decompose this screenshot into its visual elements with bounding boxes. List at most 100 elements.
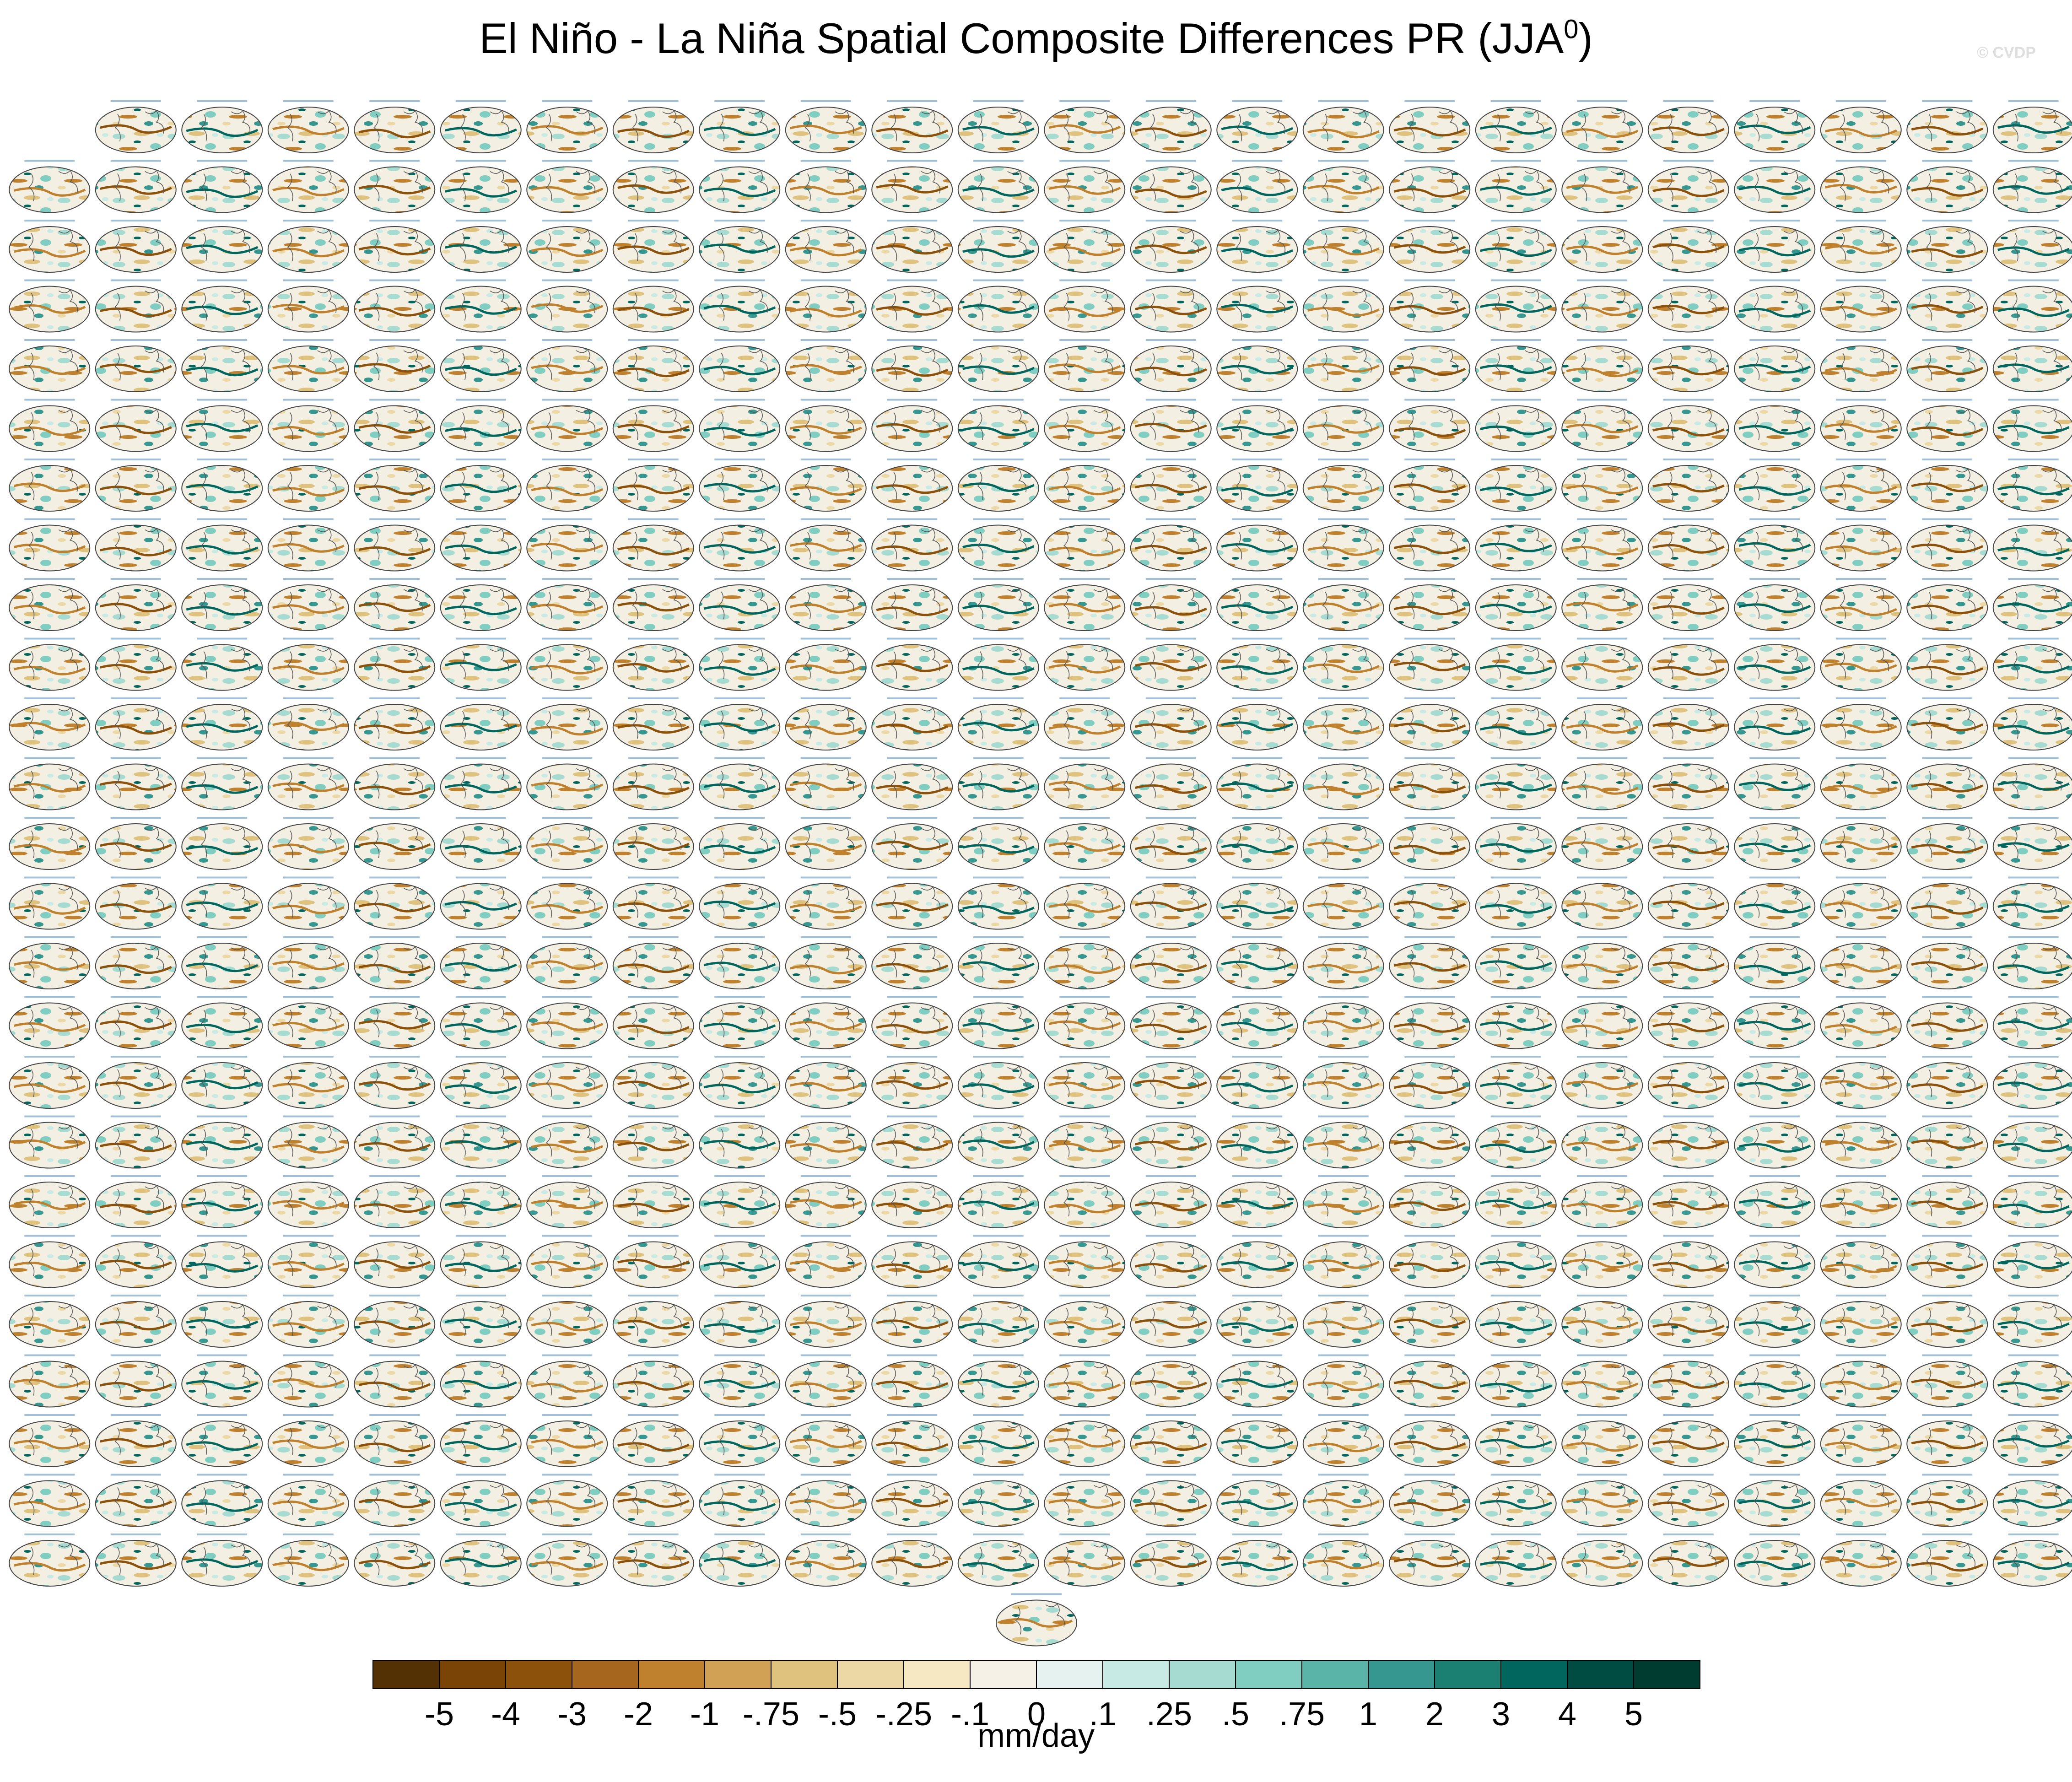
- map-panel: [1302, 876, 1384, 930]
- map-panel: [1906, 1295, 1988, 1348]
- map-panel: [1992, 637, 2072, 691]
- map-panel: [612, 100, 694, 153]
- map-panel: [785, 1175, 867, 1228]
- map-panel: [1302, 1175, 1384, 1228]
- map-panel: [95, 697, 177, 751]
- colorbar-box: [1036, 1660, 1103, 1689]
- colorbar-tick-label: -.5: [818, 1696, 857, 1733]
- map-panel: [785, 518, 867, 572]
- map-panel: [354, 518, 436, 572]
- map-panel: [1216, 1474, 1298, 1527]
- map-panel: [871, 876, 953, 930]
- map-panel: [1820, 100, 1902, 153]
- map-panel: [1216, 876, 1298, 930]
- map-panel: [1647, 220, 1729, 273]
- map-panel: [181, 1474, 263, 1527]
- map-panel: [354, 1056, 436, 1109]
- map-panel: [1992, 1534, 2072, 1587]
- map-panel: [1044, 757, 1126, 810]
- map-panel: [1302, 518, 1384, 572]
- map-panel: [1302, 459, 1384, 512]
- map-panel: [1734, 697, 1816, 751]
- map-panel: [1389, 817, 1471, 870]
- map-panel: [95, 1534, 177, 1587]
- map-panel: [785, 757, 867, 810]
- map-panel: [1906, 1354, 1988, 1408]
- map-panel: [95, 399, 177, 452]
- map-panel: [1561, 876, 1643, 930]
- map-panel: [1130, 459, 1212, 512]
- map-panel: [1216, 100, 1298, 153]
- map-panel: [1906, 100, 1988, 153]
- map-panel: [1734, 100, 1816, 153]
- map-panel: [612, 399, 694, 452]
- colorbar-box: [837, 1660, 904, 1689]
- map-panel: [1389, 637, 1471, 691]
- map-panel: [871, 1115, 953, 1169]
- map-panel: [354, 1414, 436, 1467]
- map-panel: [440, 1474, 522, 1527]
- map-panel: [1216, 459, 1298, 512]
- map-panel: [1647, 1235, 1729, 1288]
- map-panel: [1130, 1414, 1212, 1467]
- map-panel: [1130, 876, 1212, 930]
- map-panel: [785, 817, 867, 870]
- map-panel: [1044, 1295, 1126, 1348]
- map-panel: [267, 518, 349, 572]
- map-panel: [1647, 996, 1729, 1049]
- map-panel: [1992, 1175, 2072, 1228]
- map-panel: [1302, 1354, 1384, 1408]
- map-panel: [95, 1414, 177, 1467]
- map-panel: [1216, 160, 1298, 213]
- map-panel: [526, 1474, 608, 1527]
- map-panel: [95, 1295, 177, 1348]
- map-panel: [1130, 817, 1212, 870]
- map-panel: [1216, 518, 1298, 572]
- map-panel: [1820, 936, 1902, 989]
- map-panel: [95, 1474, 177, 1527]
- map-panel: [1130, 1056, 1212, 1109]
- map-panel: [1561, 279, 1643, 333]
- map-panel: [1820, 518, 1902, 572]
- map-panel: [1130, 220, 1212, 273]
- map-panel: [871, 279, 953, 333]
- map-panel: [9, 1115, 91, 1169]
- map-panel: [267, 1235, 349, 1288]
- map-panel: [526, 518, 608, 572]
- map-panel: [1820, 1474, 1902, 1527]
- map-panel: [1906, 1056, 1988, 1109]
- map-panel: [1906, 518, 1988, 572]
- map-panel: [440, 1414, 522, 1467]
- map-panel: [1820, 697, 1902, 751]
- map-panel: [699, 1414, 781, 1467]
- map-panel: [1561, 578, 1643, 631]
- map-panel: [612, 996, 694, 1049]
- map-panel: [9, 160, 91, 213]
- map-panel: [1647, 279, 1729, 333]
- map-panel: [1216, 817, 1298, 870]
- map-panel: [1130, 160, 1212, 213]
- map-panel: [1302, 220, 1384, 273]
- map-panel: [1647, 339, 1729, 392]
- map-panel: [1906, 637, 1988, 691]
- map-panel: [9, 1175, 91, 1228]
- map-panel: [1734, 339, 1816, 392]
- map-panel: [1044, 1534, 1126, 1587]
- map-panel: [1216, 936, 1298, 989]
- map-panel: [1906, 1235, 1988, 1288]
- map-panel: [354, 1474, 436, 1527]
- map-panel: [1216, 1414, 1298, 1467]
- map-panel: [440, 637, 522, 691]
- map-panel: [526, 817, 608, 870]
- map-panel: [1906, 160, 1988, 213]
- map-panel: [1561, 220, 1643, 273]
- map-panel: [1561, 1414, 1643, 1467]
- map-panel: [1647, 160, 1729, 213]
- map-panel: [871, 936, 953, 989]
- map-panel: [612, 1295, 694, 1348]
- map-panel: [1302, 757, 1384, 810]
- colorbar-box: [1633, 1660, 1700, 1689]
- map-panel: [95, 1175, 177, 1228]
- colorbar-tick-label: -4: [491, 1696, 520, 1733]
